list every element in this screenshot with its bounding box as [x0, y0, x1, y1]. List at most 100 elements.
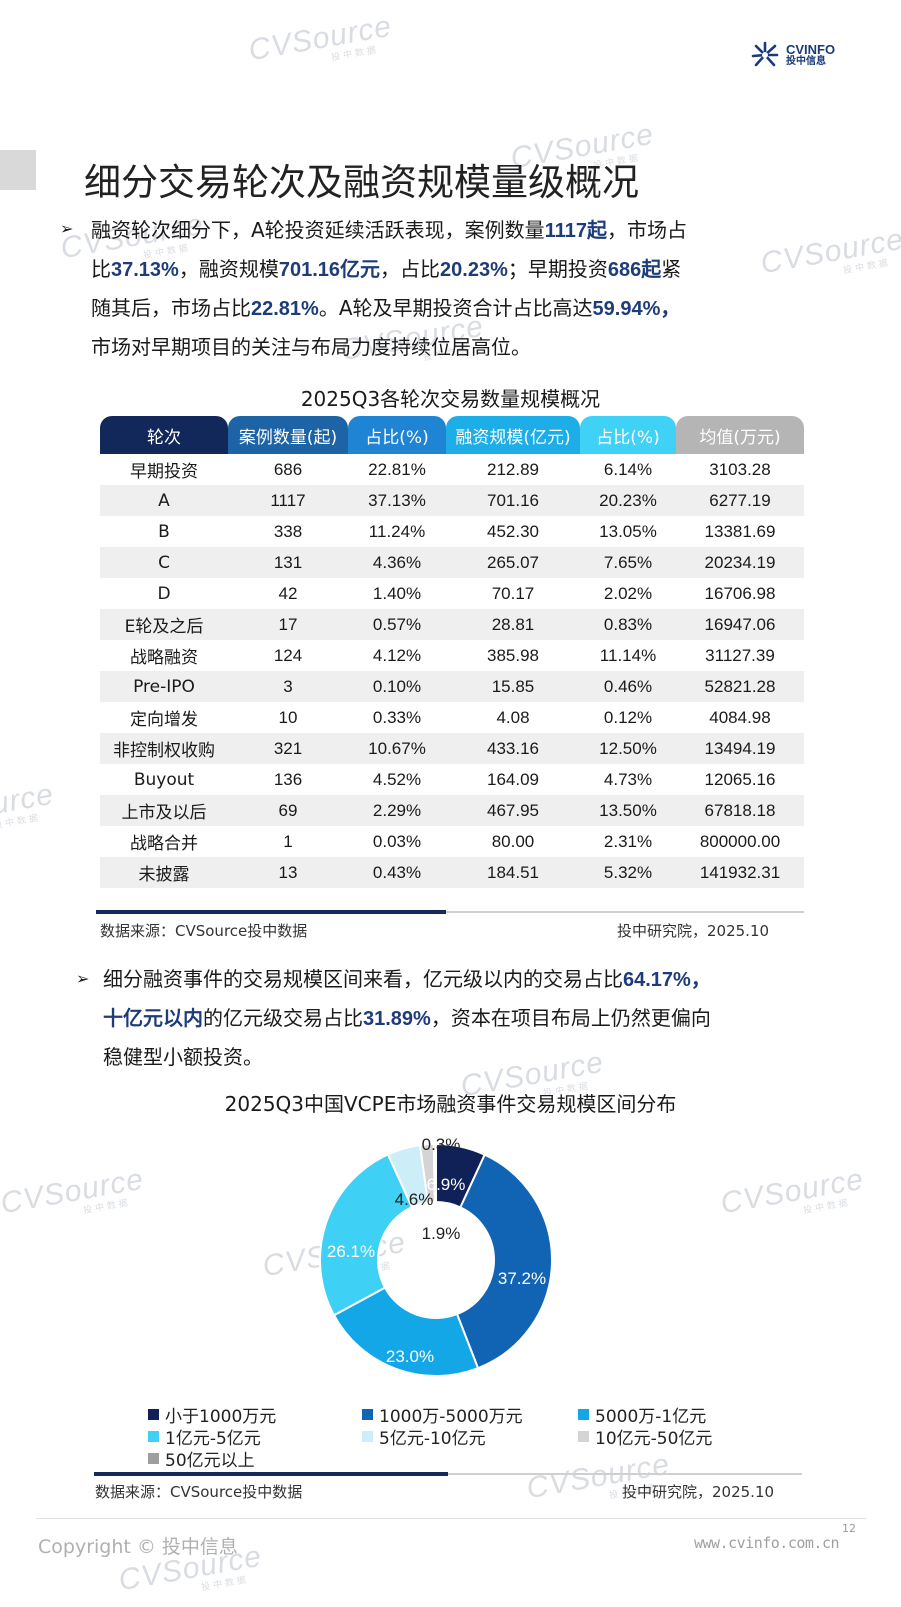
round-name-cell: B: [158, 521, 170, 542]
table-row: 战略融资 124 4.12% 385.98 11.14% 31127.39: [100, 640, 804, 671]
table-cell: 22.81%: [368, 459, 426, 479]
paragraph-line: 融资轮次细分下，A轮投资延续活跃表现，案例数量1117起，市场占: [91, 211, 831, 250]
round-name-cell: 战略合并: [130, 834, 198, 854]
round-name-cell: Buyout: [133, 769, 195, 790]
table-cell: 385.98: [487, 645, 539, 665]
table-cell: 265.07: [446, 547, 580, 578]
table-cell: 69: [228, 795, 348, 826]
slice-data-label: 6.9%: [427, 1175, 466, 1194]
table-cell: 4.36%: [348, 547, 446, 578]
donut-slice: [432, 1142, 437, 1204]
table-cell: 7.65%: [580, 547, 676, 578]
text-run: 细分融资事件的交易规模区间来看，亿元级以内的交易占比: [103, 967, 623, 991]
table-cell: 701.16: [446, 485, 580, 516]
deal-size-donut-chart: 6.9% 37.2% 23.0% 26.1% 4.6% 1.9% 0.3%: [319, 1135, 553, 1377]
round-name-cell: E轮及之后: [100, 609, 228, 640]
table-row: 定向增发 10 0.33% 4.08 0.12% 4084.98: [100, 702, 804, 733]
table-cell: 13494.19: [676, 733, 804, 764]
table-cell: 70.17: [491, 583, 535, 603]
table-cell: 0.12%: [603, 707, 653, 727]
table-credit: 投中研究院，2025.10: [617, 922, 770, 940]
highlight-text: 701.16: [278, 259, 341, 281]
text-run: 随其后，市场占比: [91, 296, 251, 320]
table-cell: 20.23%: [580, 485, 676, 516]
round-name-cell: Pre-IPO: [100, 671, 228, 702]
table-cell: 5.32%: [580, 857, 676, 888]
text-run: 市场对早期项目的关注与布局力度持续位居高位。: [91, 335, 531, 359]
page-title: 细分交易轮次及融资规模量级概况: [84, 161, 639, 204]
table-cell: 452.30: [487, 521, 539, 541]
highlight-text: ，: [660, 296, 681, 320]
text-run: ，融资规模: [178, 257, 279, 281]
table-cell: 136: [273, 769, 303, 789]
table-row: Buyout 136 4.52% 164.09 4.73% 12065.16: [100, 764, 804, 795]
table-row: 战略合并 1 0.03% 80.00 2.31% 800000.00: [100, 826, 804, 857]
table-cell: 12065.16: [704, 769, 776, 789]
brand-logo: CVINFO 投中信息: [750, 40, 835, 70]
table-cell: 11.14%: [599, 645, 657, 665]
text-run: 比: [91, 257, 111, 281]
table-cell: 184.51: [446, 857, 580, 888]
donut-slice: [455, 1153, 553, 1370]
column-header: 占比(%): [580, 416, 676, 454]
rounds-table: 轮次 案例数量(起) 占比(%) 融资规模(亿元) 占比(%) 均值(万元) 早…: [100, 416, 804, 888]
table-row: A 1117 37.13% 701.16 20.23% 6277.19: [100, 485, 804, 516]
legend-item: 1000万-5000万元: [362, 1402, 523, 1427]
highlight-text: 起: [641, 257, 662, 281]
legend-item: 5000万-1亿元: [578, 1402, 706, 1427]
donut-slice: [332, 1286, 480, 1377]
paragraph-line: 细分融资事件的交易规模区间来看，亿元级以内的交易占比64.17%，: [103, 960, 843, 999]
table-cell: 0.57%: [348, 609, 446, 640]
table-cell: 124: [273, 645, 303, 665]
paragraph-line: 十亿元以内的亿元级交易占比31.89%，资本在项目布局上仍然更偏向: [103, 999, 843, 1038]
table-cell: 433.16: [446, 733, 580, 764]
table-cell: 0.46%: [580, 671, 676, 702]
highlight-text: 起: [586, 218, 607, 242]
legend-item: 10亿元-50亿元: [578, 1424, 712, 1449]
table-cell: 1.40%: [372, 583, 422, 603]
legend-swatch: [148, 1431, 159, 1442]
table-cell: 52821.28: [676, 671, 804, 702]
table-row: 非控制权收购 321 10.67% 433.16 12.50% 13494.19: [100, 733, 804, 764]
legend-swatch: [148, 1453, 159, 1464]
table-cell: 686: [273, 459, 303, 479]
highlight-text: ，: [690, 967, 711, 991]
text-run: 稳健型小额投资。: [103, 1045, 263, 1069]
table-cell: 28.81: [446, 609, 580, 640]
table-cell: 11.24%: [368, 521, 426, 541]
text-run: ，占比: [380, 257, 441, 281]
text-run: 紧: [661, 257, 682, 281]
title-accent-bar: [0, 150, 36, 190]
legend-label: 1亿元-5亿元: [165, 1429, 261, 1449]
table-cell: 800000.00: [699, 831, 781, 851]
table-cell: 4.52%: [372, 769, 422, 789]
table-cell: 15.85: [446, 671, 580, 702]
text-run: 。A轮及早期投资合计占比高达: [318, 296, 593, 320]
logo-name: CVINFO: [786, 41, 836, 57]
table-cell: 6.14%: [603, 459, 653, 479]
table-cell: 338: [273, 521, 303, 541]
table-cell: 0.83%: [580, 609, 676, 640]
chart-title: 2025Q3中国VCPE市场融资事件交易规模区间分布: [224, 1092, 677, 1116]
text-run: ，市场占: [606, 218, 687, 242]
table-row: E轮及之后 17 0.57% 28.81 0.83% 16947.06: [100, 609, 804, 640]
legend-swatch: [148, 1409, 159, 1420]
highlight-text: 十亿元以内: [103, 1006, 203, 1030]
table-bottom-accent: [96, 910, 446, 914]
legend-swatch: [578, 1409, 589, 1420]
legend-label: 5亿元-10亿元: [379, 1429, 486, 1449]
donut-slice: [319, 1153, 414, 1317]
column-header: 占比(%): [348, 416, 446, 454]
highlight-text: 37.13%: [111, 259, 179, 281]
text-run: 融资轮次细分下，A轮投资延续活跃表现，案例数量: [91, 218, 545, 242]
bullet-icon: ➢: [60, 219, 74, 238]
highlight-text: 20.23%: [440, 259, 508, 281]
chart-bottom-rule: [94, 1473, 802, 1475]
round-name-cell: D: [157, 583, 171, 604]
table-cell: 10: [278, 707, 298, 727]
logo-subname: 投中信息: [786, 55, 826, 67]
legend-label: 10亿元-50亿元: [595, 1429, 713, 1449]
slice-data-label: 4.6%: [395, 1190, 434, 1209]
legend-item: 5亿元-10亿元: [362, 1424, 486, 1449]
table-cell: 467.95: [446, 795, 580, 826]
